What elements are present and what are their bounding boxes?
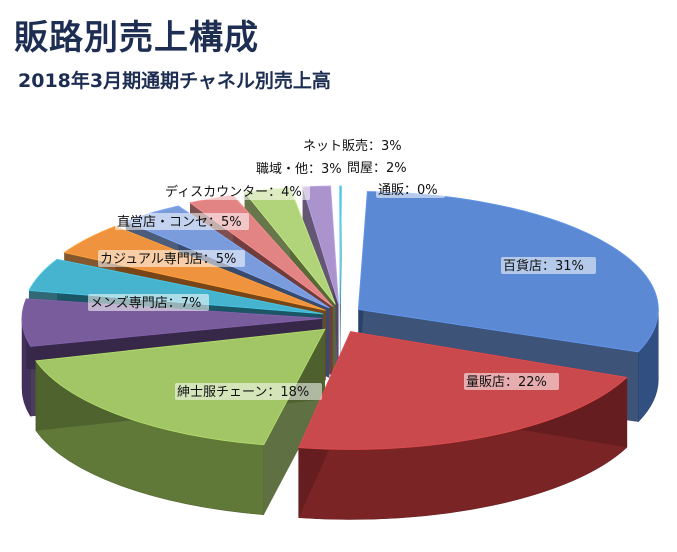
slice-label-6: 直営店・コンセ：5%: [117, 215, 242, 230]
slice-label-bg-11: [376, 181, 445, 198]
slice-label-5: カジュアル専門店：5%: [100, 252, 236, 267]
slice-label-2: 量販店：22%: [466, 375, 547, 390]
slice-label-1: 百貨店：31%: [503, 258, 584, 274]
pie-slice-2: [298, 331, 628, 520]
slice-label-10: 問屋：2%: [347, 161, 407, 176]
slice-label-7: ディスカウンター：4%: [165, 184, 302, 200]
slice-label-bg-6: [115, 213, 249, 230]
pie-slice-3: [35, 328, 326, 516]
slice-label-bg-8: [254, 160, 349, 177]
slice-label-bg-4: [88, 294, 209, 311]
slice-label-9: ネット販売：3%: [303, 138, 402, 154]
chart-subtitle: 2018年3月期通期チャネル別売上高: [18, 70, 331, 92]
slice-label-bg-10: [345, 159, 414, 176]
slice-label-bg-9: [301, 137, 409, 154]
slice-label-bg-1: [501, 257, 596, 274]
slice-label-bg-3: [175, 383, 322, 400]
slice-label-bg-5: [98, 250, 245, 267]
slice-label-4: メンズ専門店：7%: [90, 295, 201, 311]
slice-label-bg-2: [464, 373, 559, 390]
slice-label-bg-7: [163, 183, 310, 200]
pie-slice-11: [339, 185, 342, 375]
slice-label-8: 職域・他：3%: [256, 162, 342, 177]
page-title: 販路別売上構成: [14, 18, 259, 58]
slice-label-3: 紳士服チェーン：18%: [177, 385, 309, 400]
slice-label-11: 通販：0%: [378, 183, 438, 198]
